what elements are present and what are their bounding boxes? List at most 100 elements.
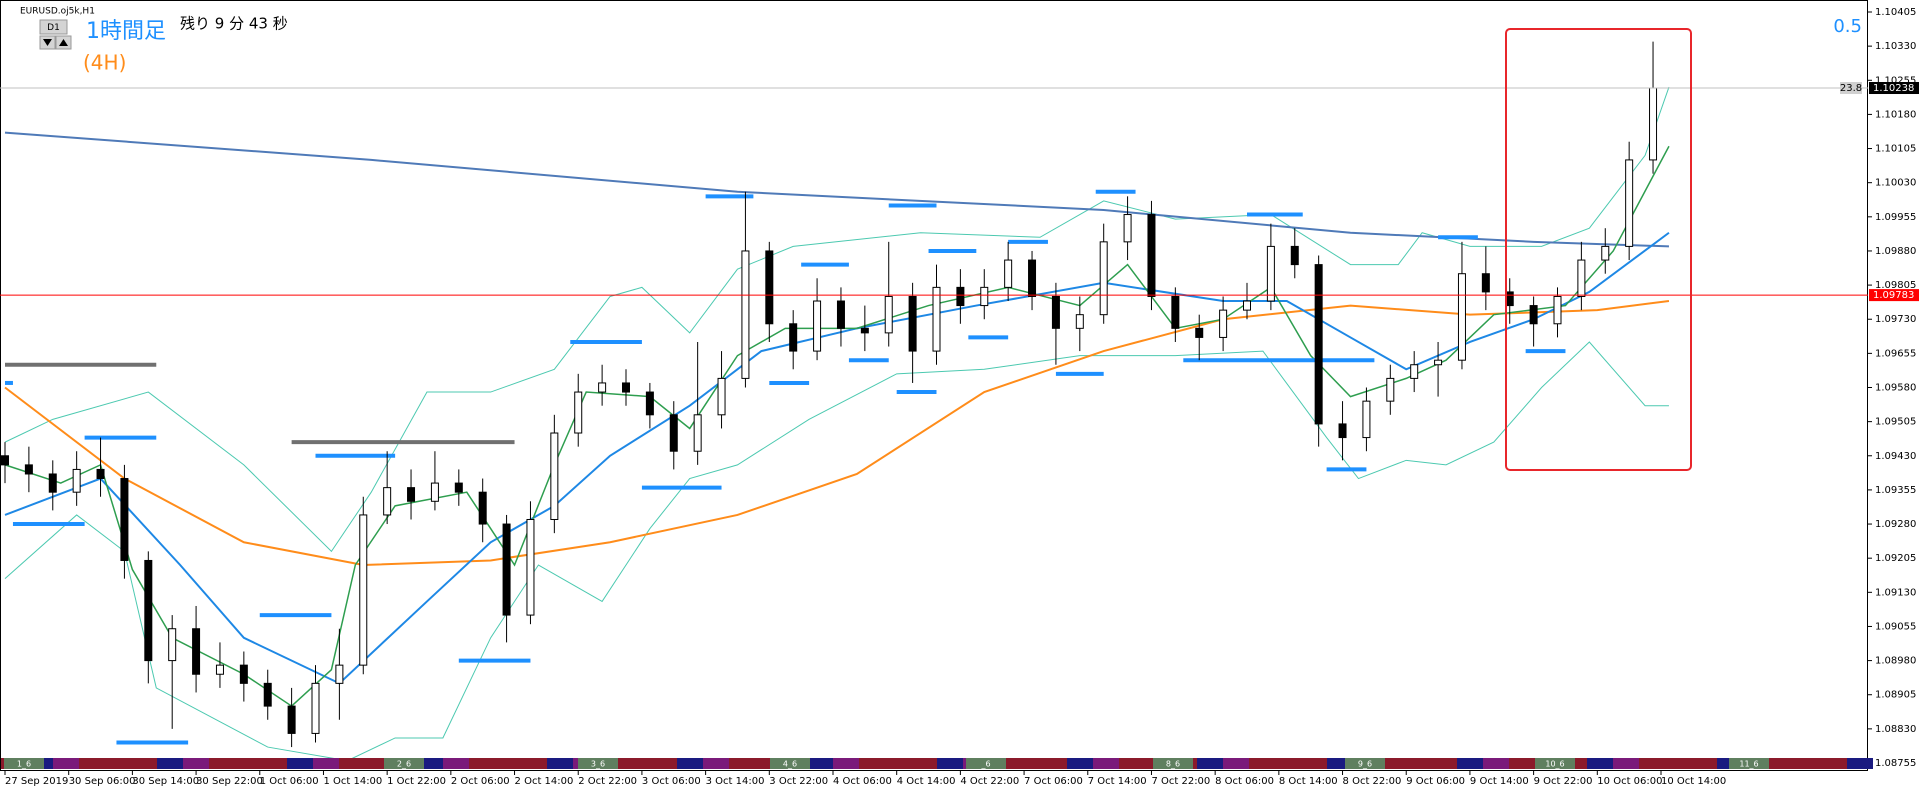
session-cell — [1249, 758, 1275, 769]
session-cell — [1405, 758, 1431, 769]
candle-body — [1457, 273, 1466, 361]
x-tick-label: 2 Oct 14:00 — [515, 776, 574, 787]
session-cell — [209, 758, 235, 769]
candle-body — [1625, 159, 1634, 247]
candle-body — [765, 250, 774, 325]
session-label: 4_6 — [783, 760, 797, 769]
candle-body — [598, 382, 607, 393]
candle-body — [1099, 241, 1108, 316]
candle-body — [813, 300, 822, 352]
session-cell — [1041, 758, 1067, 769]
subtitle: (4H) — [83, 51, 126, 75]
candle-body — [144, 559, 153, 662]
candle-body — [407, 487, 416, 502]
candle-body — [1529, 305, 1538, 325]
spread-box — [1840, 82, 1862, 95]
candle-body — [1649, 87, 1658, 161]
candle-body — [693, 414, 702, 452]
candle-body — [1362, 400, 1371, 439]
session-label: _6 — [980, 760, 990, 769]
session-cell — [1691, 758, 1717, 769]
candle-body — [1147, 214, 1156, 297]
session-cell — [183, 758, 209, 769]
x-tick-label: 2 Oct 22:00 — [578, 776, 637, 787]
x-tick-label: 7 Oct 22:00 — [1151, 776, 1210, 787]
y-tick-label: 1.09130 — [1875, 587, 1916, 598]
session-cell — [1795, 758, 1821, 769]
candle-body — [789, 323, 798, 352]
candle-body — [1195, 327, 1204, 338]
candle-body — [383, 487, 392, 516]
session-label: 2_6 — [397, 760, 411, 769]
candle-body — [836, 300, 845, 329]
session-cell — [53, 758, 79, 769]
x-tick-label: 3 Oct 22:00 — [769, 776, 828, 787]
session-cell — [1327, 758, 1353, 769]
candle-body — [287, 705, 296, 734]
y-tick-label: 1.09655 — [1875, 348, 1916, 359]
session-cell — [1119, 758, 1145, 769]
y-tick-label: 1.09205 — [1875, 553, 1916, 564]
x-tick-label: 4 Oct 06:00 — [833, 776, 892, 787]
candle-body — [1410, 364, 1419, 379]
y-tick-label: 1.10180 — [1875, 109, 1916, 120]
candle-body — [263, 682, 272, 707]
candle-body — [1338, 423, 1347, 439]
candle-body — [335, 664, 344, 684]
candle-body — [1004, 259, 1013, 288]
candle-body — [168, 628, 177, 662]
x-tick-label: 3 Oct 14:00 — [706, 776, 765, 787]
candle-body — [1243, 300, 1251, 311]
session-cell — [1665, 758, 1691, 769]
spread-label: 23.8 — [1840, 83, 1862, 94]
session-cell — [261, 758, 287, 769]
candle-body — [48, 473, 57, 493]
x-tick-label: 30 Sep 14:00 — [132, 776, 199, 787]
x-tick-label: 27 Sep 2019 — [5, 776, 68, 787]
session-cell — [313, 758, 339, 769]
session-label: 1_6 — [17, 760, 31, 769]
candle-body — [120, 478, 129, 561]
candle-body — [717, 377, 726, 416]
candle-body — [645, 391, 654, 416]
x-tick-label: 4 Oct 22:00 — [960, 776, 1019, 787]
session-cell — [885, 758, 911, 769]
session-cell — [1223, 758, 1249, 769]
candle-body — [430, 482, 439, 502]
session-cell — [469, 758, 495, 769]
indicator-line — [4, 300, 1670, 567]
x-tick-label: 9 Oct 22:00 — [1534, 776, 1593, 787]
candle-body — [1266, 245, 1275, 302]
candle-body — [574, 391, 583, 434]
session-cell — [755, 758, 781, 769]
session-cell — [859, 758, 885, 769]
candle-body — [454, 482, 463, 493]
timeframe-button[interactable] — [39, 19, 68, 35]
plot-frame — [0, 0, 1868, 771]
candle-body — [1171, 295, 1180, 329]
candle-body — [980, 286, 989, 307]
session-label: 10_6 — [1545, 760, 1564, 769]
session-cell — [4, 758, 44, 769]
session-cell — [1431, 758, 1457, 769]
session-cell — [1483, 758, 1509, 769]
session-cell — [1345, 758, 1385, 769]
x-tick-label: 10 Oct 06:00 — [1597, 776, 1662, 787]
session-cell — [729, 758, 755, 769]
session-cell — [1197, 758, 1223, 769]
y-tick-label: 1.08830 — [1875, 724, 1916, 735]
x-tick-label: 8 Oct 14:00 — [1279, 776, 1338, 787]
candle-body — [359, 514, 368, 666]
candle-body — [860, 327, 869, 334]
candle-body — [239, 664, 248, 684]
candle-body — [1028, 259, 1037, 297]
x-tick-label: 8 Oct 06:00 — [1215, 776, 1274, 787]
session-cell — [365, 758, 391, 769]
candle-body — [669, 414, 678, 452]
session-cell — [1275, 758, 1301, 769]
corner-value: 0.5 — [1833, 16, 1862, 37]
candle-body — [1577, 259, 1586, 297]
candle-body — [1314, 264, 1323, 425]
x-tick-label: 9 Oct 06:00 — [1406, 776, 1465, 787]
